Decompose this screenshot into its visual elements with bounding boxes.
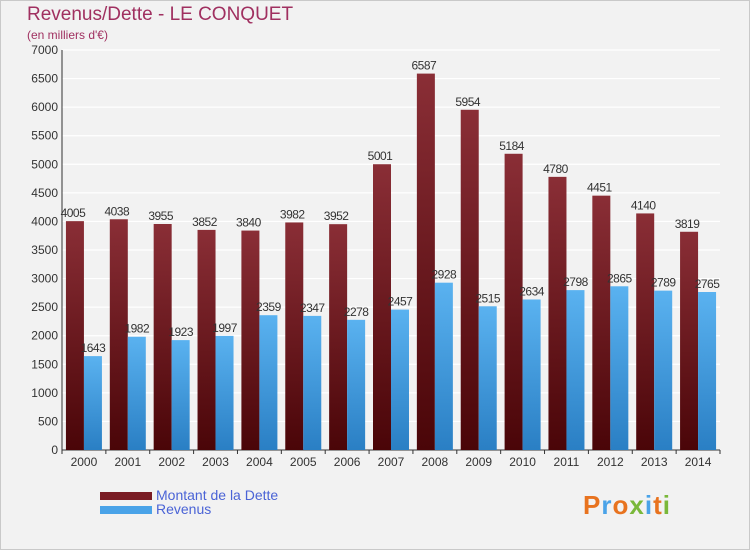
x-tick-label: 2001 [114, 455, 141, 469]
bar-revenus [610, 286, 629, 450]
data-label: 1982 [124, 322, 150, 336]
chart-subtitle: (en milliers d'€) [27, 28, 108, 42]
bar-dette [329, 224, 348, 450]
y-tick-label: 3500 [31, 243, 58, 257]
bar-revenus [215, 335, 234, 450]
y-tick-label: 4000 [31, 214, 58, 228]
x-tick-label: 2012 [597, 455, 624, 469]
bar-revenus [83, 356, 102, 450]
y-tick-label: 500 [38, 414, 58, 428]
x-tick-label: 2002 [158, 455, 185, 469]
bar-dette [548, 176, 567, 450]
data-label: 4005 [61, 206, 87, 220]
data-label: 2765 [695, 277, 721, 291]
x-tick-label: 2013 [641, 455, 668, 469]
legend-label-revenus: Revenus [156, 501, 212, 517]
legend-label-dette: Montant de la Dette [156, 487, 279, 503]
bar-dette [65, 221, 84, 450]
y-tick-label: 1000 [31, 386, 58, 400]
bar-revenus [434, 282, 453, 450]
legend-swatch-revenus [100, 506, 152, 514]
bar-revenus [522, 299, 541, 450]
y-tick-label: 6000 [31, 100, 58, 114]
data-label: 2347 [300, 301, 326, 315]
data-label: 5184 [499, 139, 525, 153]
bar-revenus [347, 319, 366, 450]
bar-dette [197, 229, 216, 450]
x-tick-label: 2009 [465, 455, 492, 469]
data-label: 3819 [675, 217, 701, 231]
y-tick-label: 3000 [31, 272, 58, 286]
proxiti-logo: Proxiti [583, 490, 671, 520]
bar-revenus [654, 290, 673, 450]
data-label: 5001 [368, 149, 394, 163]
data-label: 2789 [651, 276, 677, 290]
x-tick-label: 2005 [290, 455, 317, 469]
data-label: 3840 [236, 216, 262, 230]
y-tick-label: 1500 [31, 357, 58, 371]
data-label: 3982 [280, 207, 306, 221]
y-tick-label: 2500 [31, 300, 58, 314]
y-tick-label: 5000 [31, 157, 58, 171]
x-tick-label: 2014 [685, 455, 712, 469]
bar-revenus [698, 292, 717, 450]
bar-revenus [478, 306, 497, 450]
x-tick-label: 2000 [71, 455, 98, 469]
chart-title: Revenus/Dette - LE CONQUET [27, 4, 294, 25]
bar-dette [504, 153, 523, 450]
data-label: 1997 [212, 321, 238, 335]
data-label: 4140 [631, 198, 657, 212]
data-label: 2798 [563, 275, 589, 289]
data-label: 4451 [587, 181, 613, 195]
bar-revenus [391, 309, 409, 450]
data-label: 3952 [324, 209, 350, 223]
legend-swatch-dette [100, 492, 152, 500]
bar-dette [416, 73, 435, 450]
bar-revenus [303, 315, 322, 450]
x-tick-label: 2003 [202, 455, 229, 469]
data-label: 1643 [81, 341, 107, 355]
bar-dette [241, 230, 260, 450]
y-tick-label: 5500 [31, 129, 58, 143]
x-tick-label: 2004 [246, 455, 273, 469]
data-label: 4038 [104, 204, 130, 218]
data-label: 2634 [519, 284, 545, 298]
y-tick-label: 4500 [31, 186, 58, 200]
bar-dette [109, 219, 128, 450]
x-tick-label: 2006 [334, 455, 361, 469]
bar-revenus [171, 340, 190, 450]
data-label: 2457 [388, 295, 414, 309]
bar-dette [153, 224, 172, 450]
data-label: 5954 [455, 95, 481, 109]
data-label: 1923 [168, 325, 194, 339]
y-tick-label: 0 [51, 443, 58, 457]
x-tick-label: 2011 [554, 455, 580, 469]
y-tick-label: 2000 [31, 329, 58, 343]
data-label: 2865 [607, 271, 633, 285]
bar-revenus [259, 315, 278, 450]
data-label: 3852 [192, 215, 218, 229]
data-label: 2928 [432, 268, 458, 282]
x-tick-label: 2010 [509, 455, 536, 469]
bar-dette [373, 164, 391, 450]
data-label: 2359 [256, 300, 282, 314]
data-label: 2278 [344, 305, 370, 319]
bar-revenus [566, 290, 585, 450]
y-tick-label: 7000 [31, 43, 58, 57]
data-label: 6587 [412, 59, 438, 73]
bar-dette [285, 222, 304, 450]
data-label: 3955 [148, 209, 174, 223]
bar-dette [680, 231, 699, 450]
bar-dette [460, 109, 479, 451]
data-label: 2515 [475, 291, 501, 305]
y-tick-label: 6500 [31, 72, 58, 86]
x-tick-label: 2007 [378, 455, 405, 469]
x-tick-label: 2008 [422, 455, 449, 469]
bar-dette [592, 195, 611, 450]
bar-dette [636, 213, 655, 450]
bar-revenus [127, 336, 146, 450]
data-label: 4780 [543, 162, 569, 176]
